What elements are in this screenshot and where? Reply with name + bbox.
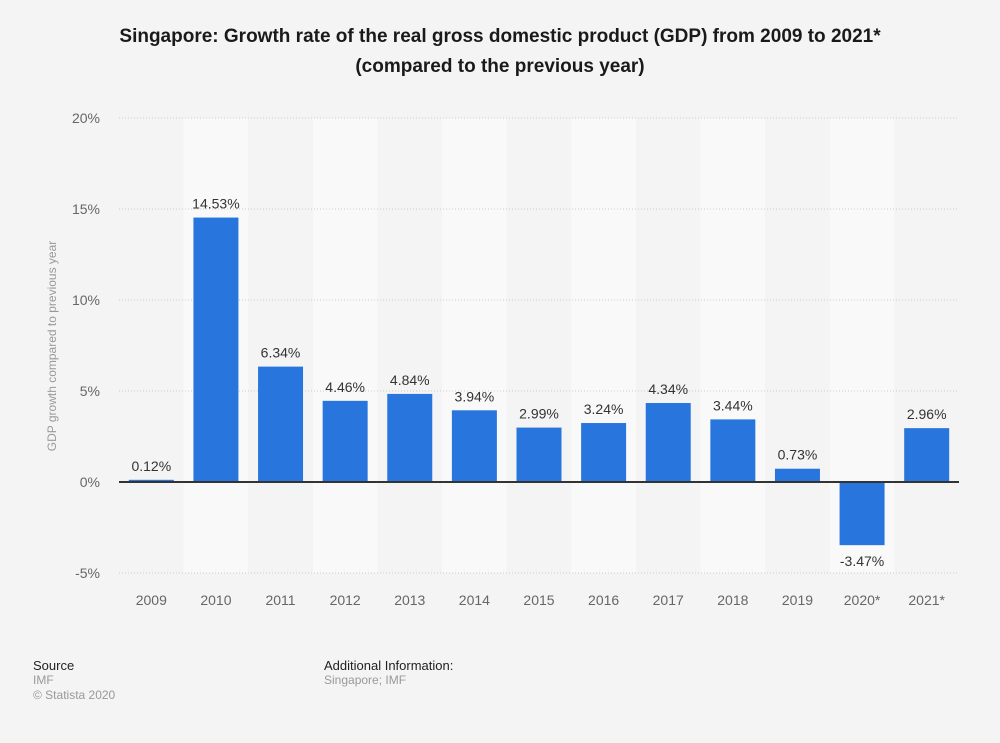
bar[interactable] <box>774 468 820 482</box>
data-label: 0.12% <box>131 458 171 474</box>
y-tick-label: 10% <box>72 292 100 308</box>
bar[interactable] <box>451 410 497 482</box>
data-label: 3.94% <box>455 388 495 404</box>
column-band <box>571 118 636 573</box>
bar[interactable] <box>322 400 368 482</box>
x-tick-label: 2011 <box>265 592 295 608</box>
data-label: 14.53% <box>192 196 239 212</box>
data-label: 0.73% <box>778 447 818 463</box>
y-tick-label: 5% <box>80 383 100 399</box>
additional-info-heading: Additional Information: <box>324 658 454 673</box>
source-heading: Source <box>33 658 75 673</box>
bar[interactable] <box>645 403 691 482</box>
chart-title: Singapore: Growth rate of the real gross… <box>0 22 1000 82</box>
bar[interactable] <box>258 366 304 482</box>
title-line-1: Singapore: Growth rate of the real gross… <box>119 26 881 47</box>
data-label: 4.84% <box>390 372 430 388</box>
bar[interactable] <box>128 479 174 482</box>
bar[interactable] <box>387 393 433 482</box>
x-tick-label: 2013 <box>394 592 425 608</box>
data-label: -3.47% <box>840 553 884 569</box>
x-tick-label: 2009 <box>136 592 167 608</box>
x-tick-label: 2020* <box>844 592 881 608</box>
bar[interactable] <box>904 428 950 482</box>
x-tick-label: 2021* <box>908 592 945 608</box>
column-band <box>312 118 378 573</box>
x-tick-label: 2015 <box>523 592 554 608</box>
source-value: IMF <box>33 673 54 687</box>
y-tick-label: 0% <box>80 474 100 490</box>
data-label: 6.34% <box>261 345 301 361</box>
column-band <box>442 118 507 573</box>
x-tick-label: 2017 <box>653 592 684 608</box>
data-label: 2.96% <box>907 406 947 422</box>
x-tick-label: 2016 <box>588 592 619 608</box>
data-label: 4.34% <box>648 381 688 397</box>
bar[interactable] <box>516 427 562 482</box>
source-block: Source IMF © Statista 2020 <box>33 658 115 703</box>
x-tick-label: 2019 <box>782 592 813 608</box>
data-label: 3.24% <box>584 401 624 417</box>
y-tick-label: -5% <box>75 565 100 581</box>
additional-info-value: Singapore; IMF <box>324 673 407 687</box>
bar[interactable] <box>581 423 627 482</box>
x-tick-label: 2018 <box>717 592 748 608</box>
bar[interactable] <box>193 217 239 482</box>
bar[interactable] <box>839 482 885 546</box>
x-tick-label: 2010 <box>200 592 231 608</box>
copyright: © Statista 2020 <box>33 688 116 702</box>
data-label: 3.44% <box>713 397 753 413</box>
x-tick-label: 2012 <box>330 592 361 608</box>
title-line-2: (compared to the previous year) <box>355 56 645 77</box>
bar[interactable] <box>710 419 756 482</box>
data-label: 2.99% <box>519 406 559 422</box>
x-tick-label: 2014 <box>459 592 490 608</box>
y-tick-label: 20% <box>72 110 100 126</box>
y-axis-label: GDP growth compared to previous year <box>45 241 59 452</box>
data-label: 4.46% <box>325 379 365 395</box>
additional-info-block: Additional Information: Singapore; IMF <box>324 658 453 688</box>
column-band <box>700 118 766 573</box>
y-tick-label: 15% <box>72 201 100 217</box>
